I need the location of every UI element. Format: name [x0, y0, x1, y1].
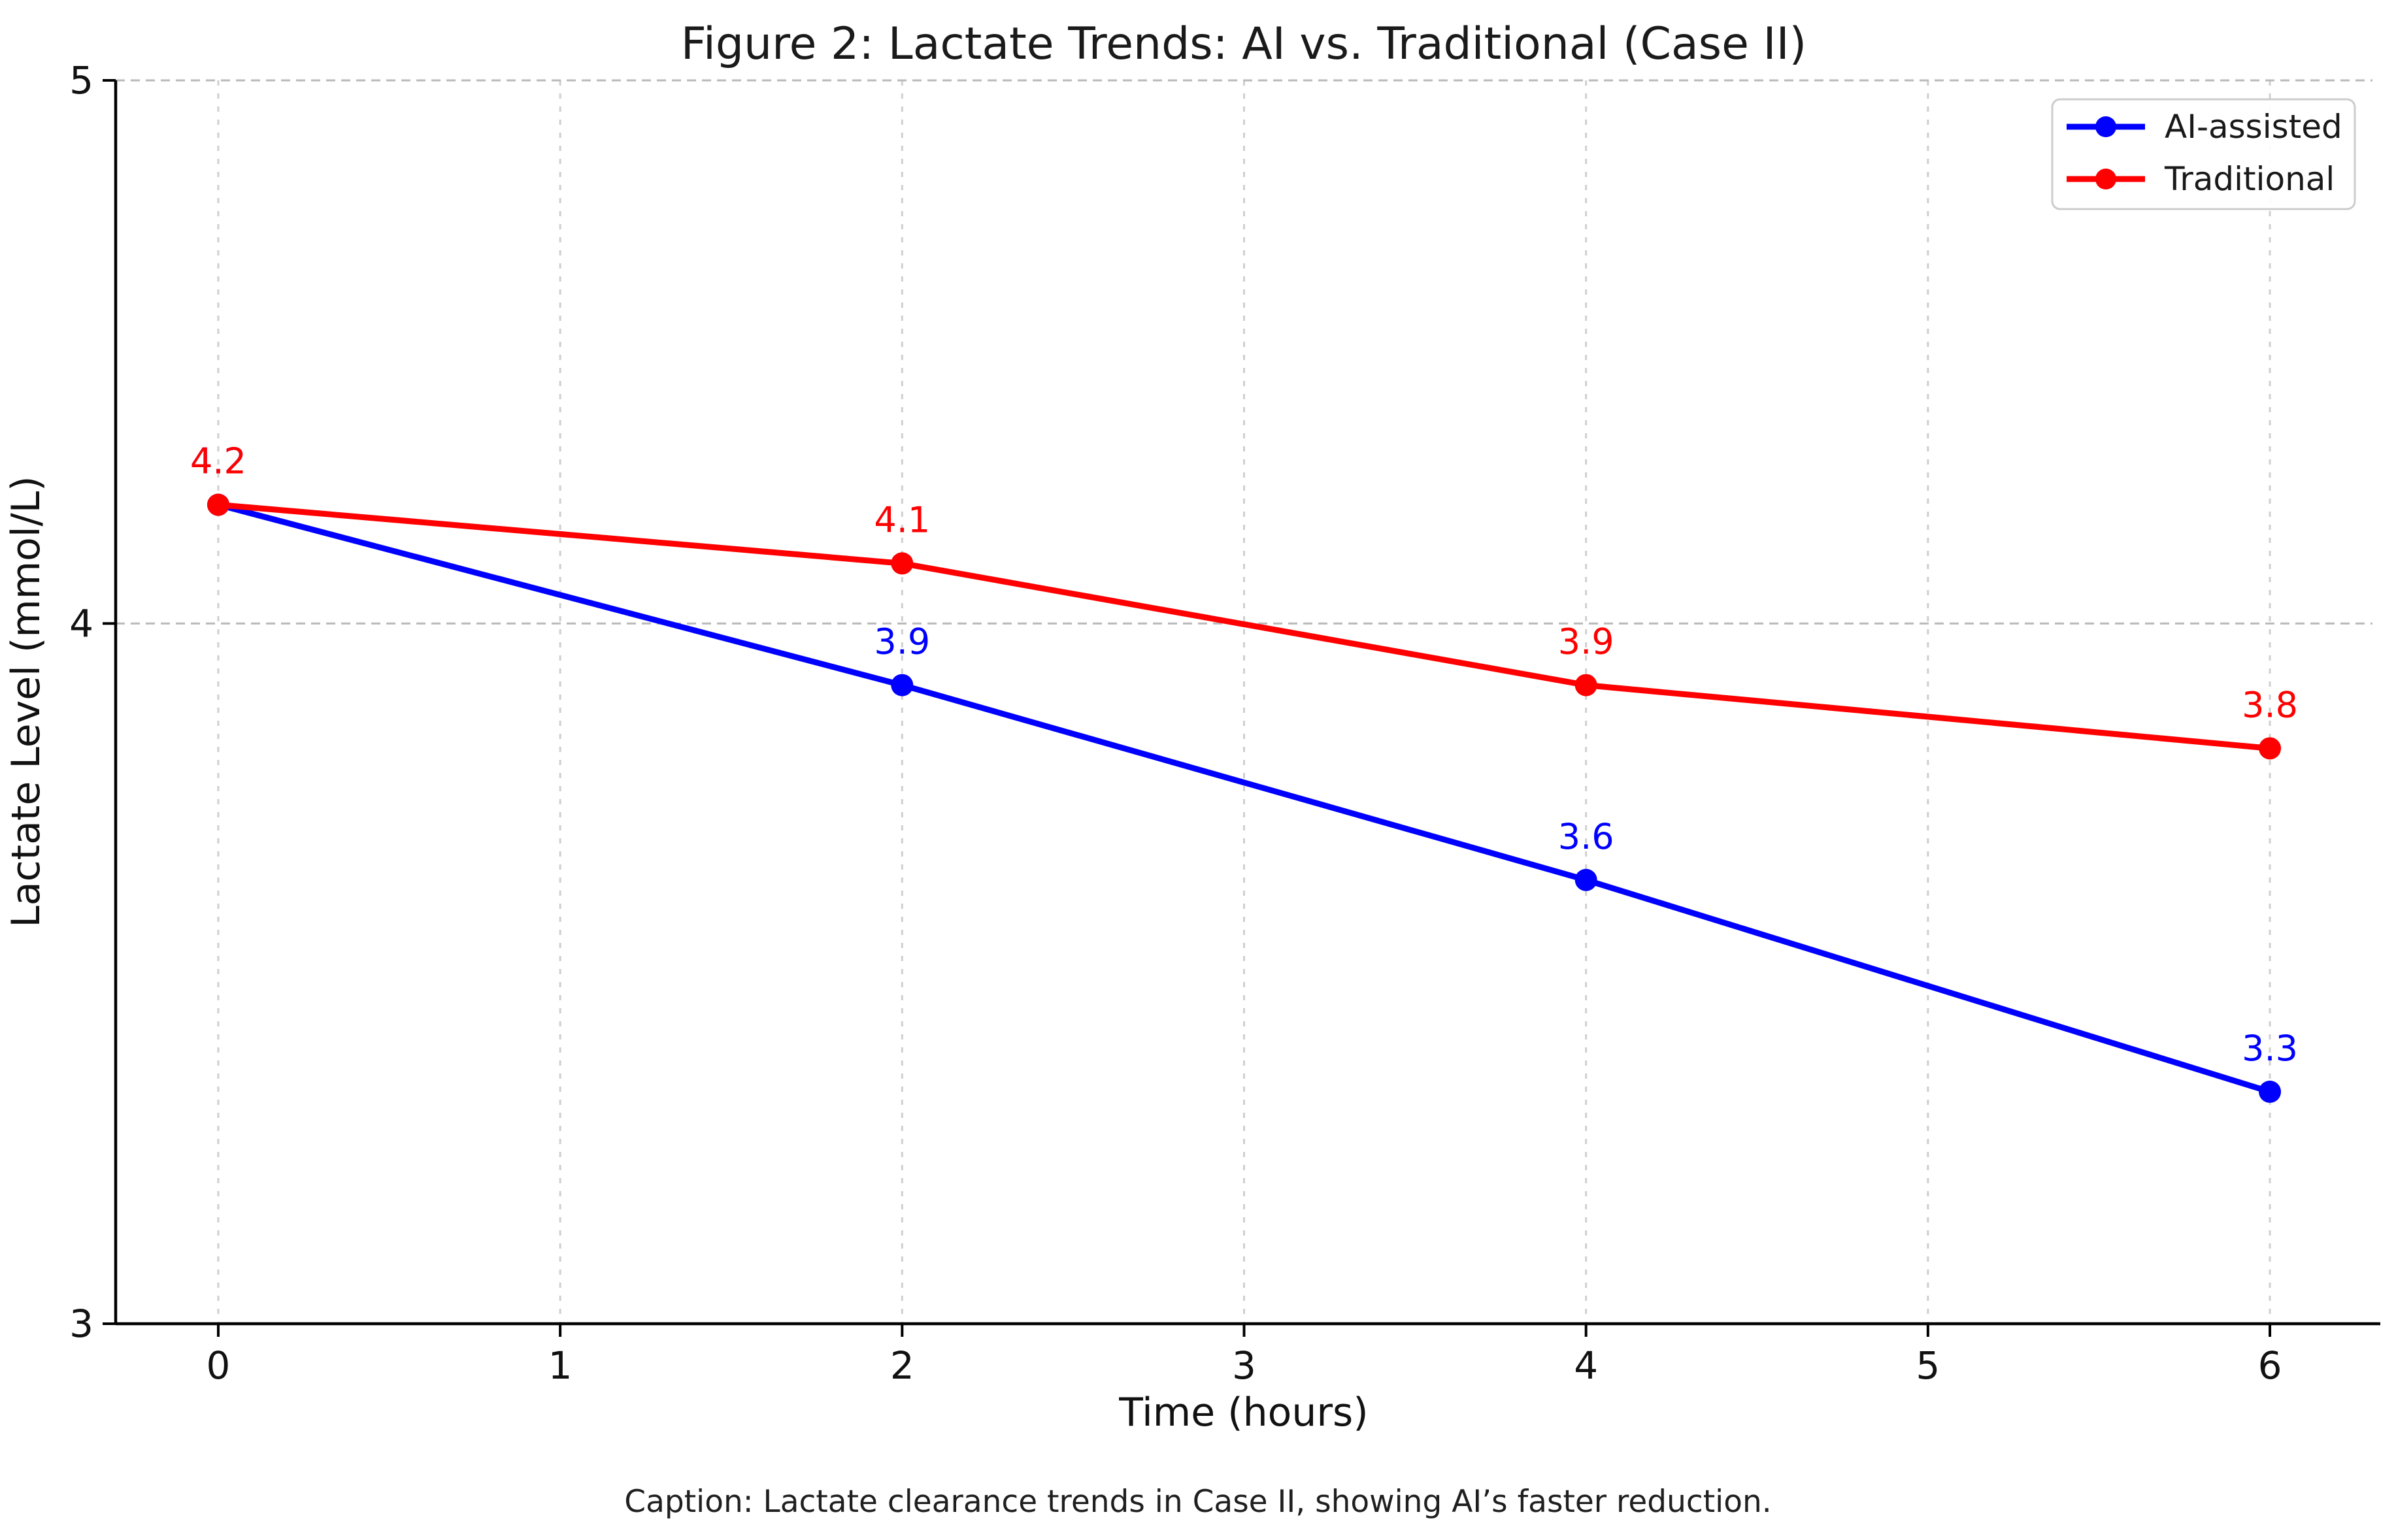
data-point-traditional-0	[207, 493, 229, 516]
series-line-traditional	[215, 502, 2273, 751]
legend-marker-ai-assisted	[2095, 116, 2116, 137]
data-point-ai-assisted-2	[1574, 868, 1597, 891]
legend-item-ai-assisted: AI-assisted	[2067, 108, 2342, 146]
data-label-traditional-1: 4.1	[874, 499, 930, 540]
data-label-traditional-3: 3.8	[2242, 684, 2298, 725]
chart-title: Figure 2: Lactate Trends: AI vs. Traditi…	[681, 18, 1806, 70]
x-tick-label-4: 4	[1574, 1343, 1598, 1388]
legend-label-traditional: Traditional	[2164, 160, 2335, 198]
data-label-traditional-2: 3.9	[1558, 621, 1614, 663]
y-tick-label-1: 4	[69, 601, 93, 646]
grid-layer	[116, 79, 2372, 1325]
x-tick-label-6: 6	[2258, 1343, 2282, 1388]
legend: AI-assisted Traditional	[2051, 98, 2356, 210]
x-tick-label-0: 0	[207, 1343, 231, 1388]
data-point-traditional-1	[891, 552, 914, 575]
figure-caption: Caption: Lactate clearance trends in Cas…	[624, 1484, 1771, 1520]
y-tick-label-0: 3	[69, 1302, 93, 1346]
series-line-ai-assisted	[215, 502, 2273, 1095]
data-point-ai-assisted-1	[891, 674, 914, 696]
data-label-ai-assisted-2: 3.6	[1558, 816, 1614, 857]
x-axis-label: Time (hours)	[1118, 1390, 1368, 1435]
y-axis-label: Lactate Level (mmol/L)	[3, 476, 49, 927]
legend-label-ai-assisted: AI-assisted	[2165, 108, 2342, 146]
x-tick-label-5: 5	[1916, 1343, 1940, 1388]
axes-layer: 0 1 2 3 4 5 6 3 4 5	[69, 58, 2380, 1388]
x-tick-label-2: 2	[890, 1343, 914, 1388]
x-tick-label-1: 1	[548, 1343, 573, 1388]
data-label-ai-assisted-0: 4.2	[190, 441, 246, 482]
data-point-ai-assisted-3	[2259, 1080, 2282, 1103]
data-point-traditional-2	[1574, 674, 1597, 696]
data-label-traditional-0: 4.2	[190, 441, 246, 482]
plot-area: 4.23.93.63.34.24.13.93.8	[190, 441, 2298, 1103]
legend-marker-traditional	[2095, 169, 2116, 189]
data-point-traditional-3	[2259, 737, 2282, 760]
data-label-ai-assisted-1: 3.9	[874, 621, 930, 663]
x-tick-label-3: 3	[1232, 1343, 1256, 1388]
data-label-ai-assisted-3: 3.3	[2242, 1028, 2298, 1069]
legend-item-traditional: Traditional	[2067, 160, 2335, 198]
y-tick-label-2: 5	[69, 58, 93, 103]
